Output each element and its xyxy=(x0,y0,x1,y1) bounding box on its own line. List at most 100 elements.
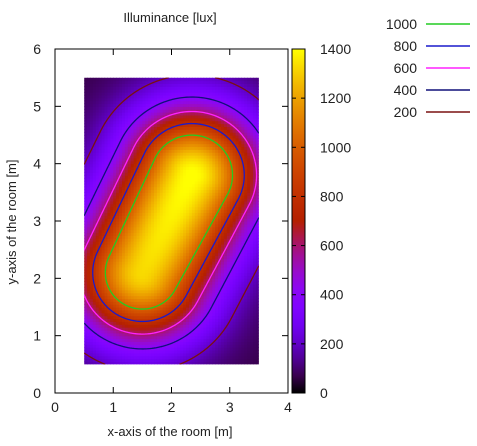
heatmap-cell xyxy=(168,321,173,325)
heatmap-cell xyxy=(84,143,88,148)
heatmap-cell xyxy=(142,169,146,173)
heatmap-cell xyxy=(156,241,161,245)
heatmap-cell xyxy=(183,180,187,185)
heatmap-cell xyxy=(116,77,120,82)
heatmap-cell xyxy=(142,109,146,113)
heatmap-cell xyxy=(159,235,164,239)
heatmap-cell xyxy=(180,106,184,110)
heatmap-cell xyxy=(98,255,103,259)
heatmap-cell xyxy=(177,100,181,105)
heatmap-cell xyxy=(171,83,176,87)
heatmap-cell xyxy=(154,344,158,348)
heatmap-cell xyxy=(151,146,155,150)
heatmap-cell xyxy=(139,198,143,202)
heatmap-cell xyxy=(98,172,103,176)
heatmap-cell xyxy=(136,206,141,211)
heatmap-cell xyxy=(104,226,109,231)
heatmap-cell xyxy=(171,221,176,225)
heatmap-cell xyxy=(142,117,146,122)
heatmap-cell xyxy=(203,266,208,271)
heatmap-cell xyxy=(124,226,129,231)
heatmap-cell xyxy=(206,255,210,259)
heatmap-cell xyxy=(98,149,103,153)
heatmap-cell xyxy=(159,169,164,173)
heatmap-cell xyxy=(180,352,184,357)
heatmap-cell xyxy=(209,80,213,84)
heatmap-cell xyxy=(209,312,213,317)
heatmap-cell xyxy=(191,163,196,168)
heatmap-cell xyxy=(171,186,176,191)
heatmap-cell xyxy=(84,307,88,311)
heatmap-cell xyxy=(133,266,138,271)
heatmap-cell xyxy=(194,192,199,196)
heatmap-cell xyxy=(121,258,126,262)
heatmap-cell xyxy=(127,163,132,168)
heatmap-cell xyxy=(89,301,94,305)
heatmap-cell xyxy=(119,304,123,308)
heatmap-cell xyxy=(139,132,143,136)
heatmap-cell xyxy=(127,327,132,331)
heatmap-cell xyxy=(110,295,114,299)
heatmap-cell xyxy=(156,117,161,122)
heatmap-cell xyxy=(209,232,213,236)
heatmap-cell xyxy=(104,249,109,254)
heatmap-cell xyxy=(174,301,178,305)
heatmap-cell xyxy=(121,289,126,294)
heatmap-cell xyxy=(183,275,187,279)
heatmap-cell xyxy=(130,315,135,320)
heatmap-cell xyxy=(151,218,155,222)
heatmap-cell xyxy=(203,304,208,308)
heatmap-cell xyxy=(188,269,193,274)
heatmap-cell xyxy=(226,129,231,133)
heatmap-cell xyxy=(159,160,164,165)
heatmap-cell xyxy=(168,160,173,165)
heatmap-cell xyxy=(113,309,117,314)
heatmap-cell xyxy=(87,261,91,265)
heatmap-cell xyxy=(124,241,129,245)
heatmap-cell xyxy=(194,137,199,142)
heatmap-cell xyxy=(107,358,111,363)
heatmap-cell xyxy=(130,278,135,282)
heatmap-cell xyxy=(156,86,161,90)
heatmap-cell xyxy=(174,109,178,113)
heatmap-cell xyxy=(116,166,120,170)
heatmap-cell xyxy=(98,152,103,156)
heatmap-cell xyxy=(215,195,219,199)
heatmap-cell xyxy=(165,278,170,282)
heatmap-cell xyxy=(165,321,170,325)
heatmap-cell xyxy=(119,157,123,162)
heatmap-cell xyxy=(221,143,225,148)
heatmap-cell xyxy=(171,252,176,256)
heatmap-cell xyxy=(221,178,225,182)
heatmap-cell xyxy=(223,166,228,170)
heatmap-cell xyxy=(159,157,164,162)
heatmap-cell xyxy=(218,358,222,363)
heatmap-cell xyxy=(98,272,103,277)
heatmap-cell xyxy=(154,117,158,122)
heatmap-cell xyxy=(151,135,155,139)
heatmap-cell xyxy=(159,83,164,87)
heatmap-cell xyxy=(156,264,161,268)
heatmap-cell xyxy=(186,292,190,297)
heatmap-cell xyxy=(145,278,149,282)
heatmap-cell xyxy=(183,103,187,107)
heatmap-cell xyxy=(104,89,109,93)
heatmap-cell xyxy=(101,295,106,299)
heatmap-cell xyxy=(136,232,141,236)
heatmap-cell xyxy=(197,77,202,82)
heatmap-cell xyxy=(98,246,103,251)
heatmap-cell xyxy=(113,86,117,90)
heatmap-cell xyxy=(156,212,161,216)
heatmap-cell xyxy=(101,221,106,225)
heatmap-cell xyxy=(186,92,190,96)
heatmap-cell xyxy=(139,315,143,320)
heatmap-cell xyxy=(186,186,190,191)
heatmap-cell xyxy=(107,278,111,282)
heatmap-cell xyxy=(200,120,205,125)
heatmap-cell xyxy=(107,281,111,285)
heatmap-cell xyxy=(145,289,149,294)
heatmap-cell xyxy=(215,355,219,360)
heatmap-cell xyxy=(171,358,176,363)
heatmap-cell xyxy=(110,152,114,156)
heatmap-cell xyxy=(156,275,161,279)
